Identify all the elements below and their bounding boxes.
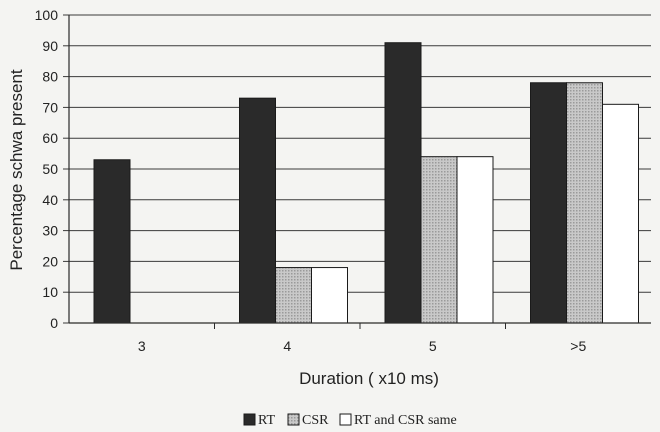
bar-rt-and-csr-same-4 (311, 267, 348, 324)
y-tick-label: 40 (42, 192, 58, 208)
legend-label: RT (258, 413, 275, 428)
y-tick-label: 30 (42, 223, 58, 239)
bar-rt-4 (239, 97, 276, 324)
grid-lines (69, 14, 651, 293)
bar-rt->5 (530, 82, 567, 324)
y-tick-label: 70 (42, 99, 58, 115)
legend-label: RT and CSR same (354, 413, 457, 428)
bar-rt-and-csr-same->5 (602, 103, 639, 324)
y-tick-label: 100 (35, 7, 59, 23)
y-tick-label: 60 (42, 130, 58, 146)
bar-rt-5 (384, 42, 422, 324)
bar-rt-and-csr-same-5 (456, 156, 494, 324)
x-axis-title: Duration ( x10 ms) (299, 369, 439, 388)
y-tick-label: 50 (42, 161, 58, 177)
bar-csr-4 (275, 267, 312, 324)
bar-rt-3 (93, 159, 131, 324)
axes (63, 14, 651, 329)
bar-csr->5 (566, 82, 603, 324)
tick-labels: 0 10 20 30 40 50 60 70 80 90 100 3 4 5 >5 (35, 7, 587, 354)
legend: RT CSR RT and CSR same (243, 413, 457, 428)
x-tick-label: >5 (570, 338, 586, 354)
legend-swatch-rt (243, 413, 256, 426)
bar-csr-5 (420, 156, 458, 324)
y-tick-label: 90 (42, 38, 58, 54)
x-tick-label: 4 (283, 338, 291, 354)
y-tick-label: 0 (50, 315, 58, 331)
legend-label: CSR (302, 413, 329, 428)
y-axis-title: Percentage schwa present (7, 69, 26, 271)
legend-swatch-rt-and-csr-same (339, 413, 352, 426)
legend-swatch-csr (287, 413, 300, 426)
y-tick-label: 10 (42, 284, 58, 300)
x-tick-label: 3 (138, 338, 146, 354)
bars (93, 42, 639, 324)
y-tick-label: 20 (42, 253, 58, 269)
y-tick-label: 80 (42, 69, 58, 85)
x-tick-label: 5 (429, 338, 437, 354)
